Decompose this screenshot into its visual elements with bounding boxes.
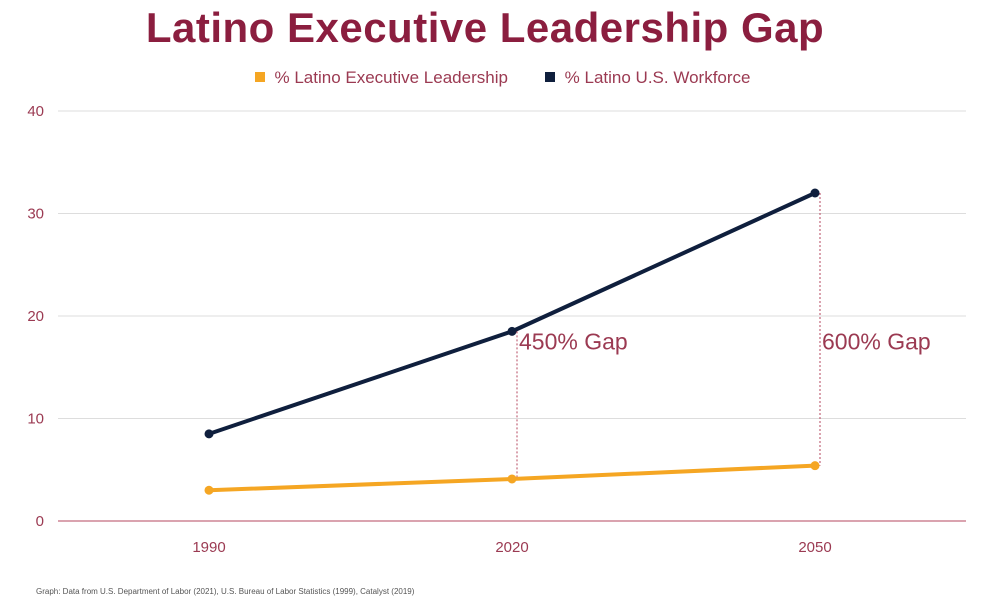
gap-label-2050: 600% Gap	[822, 329, 931, 355]
legend-item-leadership[interactable]: % Latino Executive Leadership	[254, 68, 508, 88]
series-line-1	[207, 191, 817, 436]
x-tick-label-2020: 2020	[495, 539, 528, 556]
data-point-s1-2050	[810, 188, 820, 198]
legend-swatch-leadership	[254, 71, 265, 82]
data-point-s1-1990	[204, 429, 214, 439]
y-tick-label-40: 40	[27, 103, 44, 120]
data-point-s0-2050	[810, 461, 820, 471]
legend-label-leadership: % Latino Executive Leadership	[274, 68, 508, 87]
x-tick-label-2050: 2050	[798, 539, 831, 556]
data-point-s0-1990	[204, 485, 214, 495]
legend: % Latino Executive Leadership % Latino U…	[0, 68, 1005, 88]
data-point-s1-2020	[507, 326, 517, 336]
y-tick-label-30: 30	[27, 206, 44, 223]
chart-title: Latino Executive Leadership Gap	[145, 4, 825, 51]
legend-label-workforce: % Latino U.S. Workforce	[564, 68, 751, 87]
legend-item-workforce[interactable]: % Latino U.S. Workforce	[544, 68, 751, 88]
data-point-s0-2020	[507, 474, 517, 484]
legend-swatch-workforce	[544, 71, 555, 82]
y-tick-label-20: 20	[27, 308, 44, 325]
gap-label-2020: 450% Gap	[519, 329, 628, 355]
y-tick-label-0: 0	[36, 513, 44, 530]
source-note: Graph: Data from U.S. Department of Labo…	[36, 587, 415, 596]
y-tick-label-10: 10	[27, 411, 44, 428]
x-tick-label-1990: 1990	[192, 539, 225, 556]
